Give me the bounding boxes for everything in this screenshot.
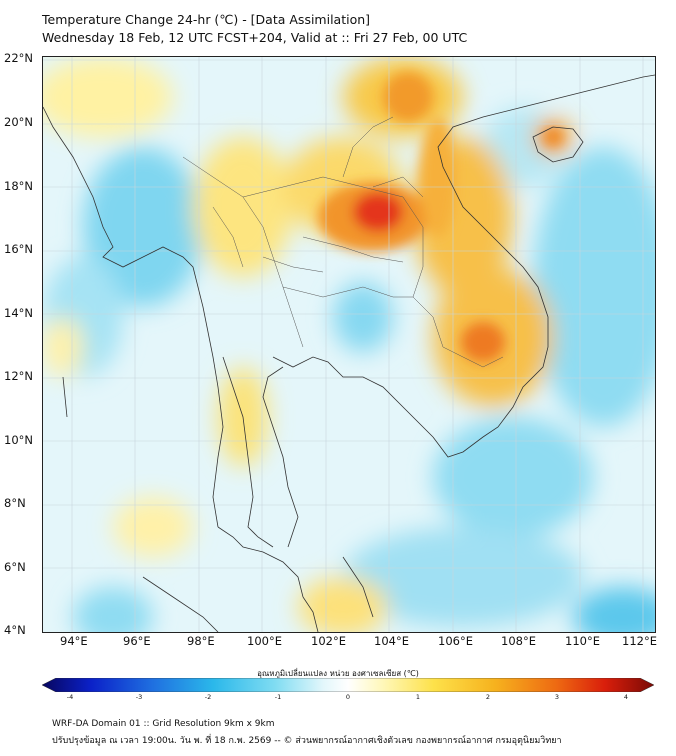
lon-label: 112°E bbox=[622, 634, 657, 648]
lon-label: 108°E bbox=[501, 634, 536, 648]
footer-credit: ปรับปรุงข้อมูล ณ เวลา 19:00น. วัน พ. ที่… bbox=[52, 736, 562, 746]
colorbar-title: อุณหภูมิเปลี่ยนแปลง หน่วย องศาเซลเซียส (… bbox=[257, 669, 419, 678]
footer-resolution: WRF-DA Domain 01 :: Grid Resolution 9km … bbox=[52, 719, 275, 729]
colorbar-tick: -4 bbox=[66, 693, 74, 701]
province-borders bbox=[182, 116, 504, 368]
lon-label: 96°E bbox=[123, 634, 151, 648]
colorbar-tick: -3 bbox=[135, 693, 143, 701]
colorbar-tick: 3 bbox=[554, 693, 560, 701]
lat-label: 14°N bbox=[4, 306, 33, 320]
colorbar bbox=[42, 678, 654, 692]
lat-label: 16°N bbox=[4, 242, 33, 256]
lat-label: 10°N bbox=[4, 433, 33, 447]
colorbar-tick: -2 bbox=[204, 693, 212, 701]
lat-label: 6°N bbox=[4, 560, 26, 574]
lon-label: 104°E bbox=[374, 634, 409, 648]
lat-label: 8°N bbox=[4, 496, 26, 510]
chart-title: Temperature Change 24-hr (℃) - [Data Ass… bbox=[42, 12, 371, 27]
colorbar-tick: 0 bbox=[345, 693, 351, 701]
lat-label: 20°N bbox=[4, 115, 33, 129]
lon-label: 94°E bbox=[60, 634, 88, 648]
lat-label: 4°N bbox=[4, 623, 26, 637]
lon-label: 100°E bbox=[247, 634, 282, 648]
lon-label: 110°E bbox=[565, 634, 600, 648]
coastlines bbox=[43, 74, 655, 632]
chart-subtitle: Wednesday 18 Feb, 12 UTC FCST+204, Valid… bbox=[42, 30, 468, 45]
lon-label: 106°E bbox=[438, 634, 473, 648]
colorbar-tick: 1 bbox=[415, 693, 421, 701]
grid-lines bbox=[43, 57, 655, 632]
colorbar-tick: 2 bbox=[485, 693, 491, 701]
colorbar-tick: 4 bbox=[623, 693, 629, 701]
temperature-map bbox=[42, 56, 656, 633]
colorbar-tick: -1 bbox=[274, 693, 282, 701]
lat-label: 12°N bbox=[4, 369, 33, 383]
lat-label: 22°N bbox=[4, 51, 33, 65]
lon-label: 102°E bbox=[311, 634, 346, 648]
lon-label: 98°E bbox=[187, 634, 215, 648]
lat-label: 18°N bbox=[4, 179, 33, 193]
